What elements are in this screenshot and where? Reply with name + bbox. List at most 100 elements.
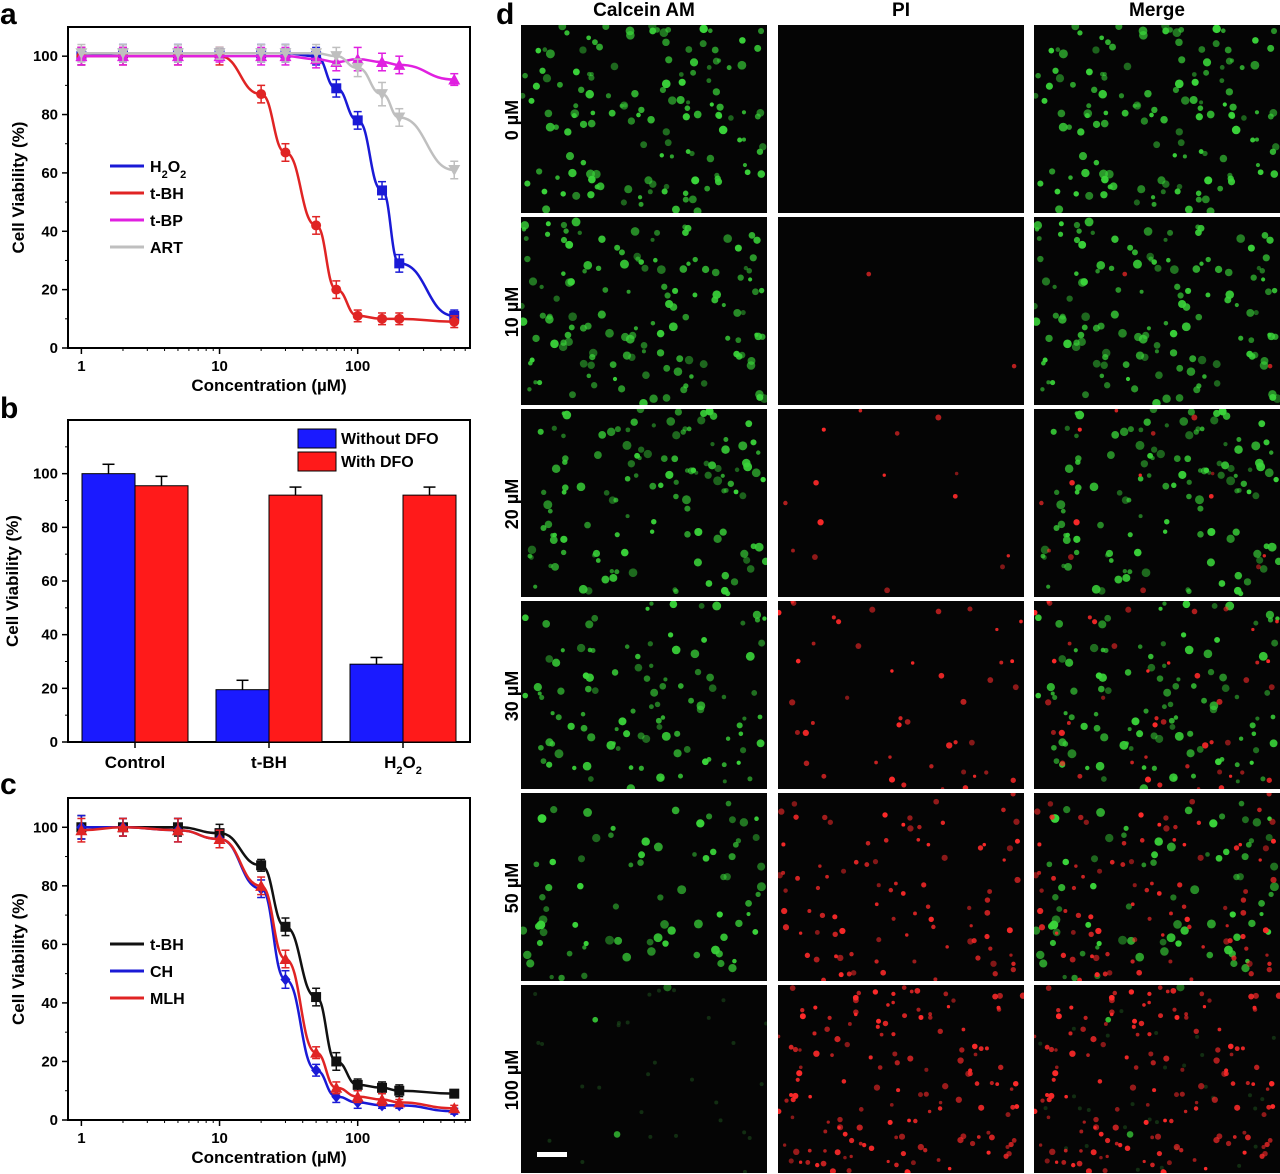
green-cell bbox=[1203, 649, 1213, 659]
green-cell bbox=[620, 199, 627, 206]
green-cell bbox=[564, 331, 572, 339]
green-cell bbox=[1082, 391, 1089, 399]
green-cell bbox=[1199, 261, 1204, 266]
red-cell bbox=[1233, 845, 1240, 851]
red-cell bbox=[1129, 1084, 1137, 1091]
green-cell bbox=[545, 315, 554, 324]
red-cell bbox=[790, 601, 797, 606]
green-cell bbox=[1090, 230, 1095, 236]
red-cell bbox=[973, 1052, 978, 1057]
red-cell bbox=[1179, 1148, 1184, 1153]
green-cell bbox=[1218, 409, 1227, 416]
red-cell bbox=[890, 669, 894, 673]
red-cell bbox=[798, 1065, 803, 1070]
red-cell bbox=[955, 1096, 962, 1103]
green-cell bbox=[1098, 620, 1107, 629]
green-cell bbox=[1097, 685, 1105, 693]
red-cell bbox=[923, 1091, 929, 1097]
green-cell bbox=[714, 464, 722, 473]
row-label-0uM: 0 µM bbox=[502, 99, 522, 141]
green-cell bbox=[668, 96, 677, 105]
green-cell bbox=[571, 112, 577, 119]
red-cell bbox=[969, 1140, 976, 1147]
green-cell bbox=[583, 940, 589, 947]
red-cell bbox=[1144, 887, 1150, 893]
red-cell bbox=[821, 977, 827, 981]
green-cell bbox=[1164, 423, 1169, 428]
green-cell bbox=[716, 58, 722, 63]
green-cell bbox=[1240, 480, 1248, 487]
green-cell bbox=[1135, 103, 1141, 108]
red-cell bbox=[1163, 825, 1170, 832]
green-cell bbox=[721, 694, 727, 700]
green-cell bbox=[634, 452, 641, 459]
green-cell bbox=[1178, 56, 1186, 64]
green-cell bbox=[535, 47, 542, 54]
green-cell bbox=[662, 128, 670, 136]
red-cell bbox=[830, 1053, 834, 1057]
green-cell bbox=[1263, 439, 1270, 446]
green-cell bbox=[1119, 427, 1129, 437]
green-cell bbox=[1222, 848, 1230, 856]
green-cell bbox=[1250, 274, 1257, 281]
green-cell bbox=[706, 813, 713, 820]
legend-label: Without DFO bbox=[341, 431, 439, 448]
red-cell bbox=[1169, 911, 1173, 916]
green-cell bbox=[750, 439, 757, 446]
green-cell bbox=[1169, 723, 1176, 730]
red-cell bbox=[824, 1026, 830, 1032]
green-cell bbox=[1254, 137, 1259, 142]
green-cell bbox=[628, 862, 634, 868]
green-cell bbox=[542, 205, 551, 213]
green-cell bbox=[1051, 744, 1057, 751]
green-cell bbox=[755, 390, 764, 399]
green-cell bbox=[1241, 115, 1247, 121]
row-label-50uM: 50 µM bbox=[502, 862, 522, 914]
red-cell bbox=[1098, 1131, 1104, 1137]
green-cell bbox=[1225, 88, 1234, 96]
red-cell bbox=[1038, 924, 1046, 931]
green-cell bbox=[1220, 28, 1226, 34]
green-cell bbox=[1055, 620, 1064, 628]
green-cell bbox=[1091, 86, 1098, 94]
green-cell bbox=[1050, 380, 1056, 386]
green-cell bbox=[1053, 524, 1060, 532]
green-cell bbox=[1131, 717, 1140, 726]
red-cell bbox=[1268, 1080, 1275, 1087]
red-cell bbox=[1157, 822, 1162, 827]
red-cell bbox=[986, 1130, 991, 1135]
green-cell bbox=[758, 287, 765, 294]
red-cell bbox=[803, 760, 810, 767]
green-cell bbox=[1101, 175, 1109, 184]
green-cell bbox=[750, 543, 757, 550]
green-cell bbox=[716, 911, 723, 918]
green-cell bbox=[1250, 137, 1256, 143]
green-cell bbox=[1037, 255, 1044, 263]
green-cell bbox=[1095, 945, 1100, 950]
green-cell bbox=[560, 236, 568, 244]
green-cell bbox=[1132, 103, 1137, 108]
green-cell bbox=[586, 71, 592, 77]
green-cell bbox=[1195, 426, 1201, 432]
green-cell bbox=[1126, 1131, 1134, 1138]
red-cell bbox=[813, 479, 819, 486]
red-cell bbox=[931, 924, 936, 930]
red-cell bbox=[1258, 858, 1262, 862]
red-cell bbox=[1005, 1112, 1011, 1118]
green-cell bbox=[1223, 441, 1228, 447]
green-cell bbox=[1107, 451, 1115, 459]
green-cell bbox=[1052, 284, 1057, 290]
red-cell bbox=[1124, 1055, 1129, 1060]
data-point bbox=[311, 992, 322, 1003]
panel-letter-b: b bbox=[0, 392, 19, 425]
green-cell bbox=[757, 28, 765, 35]
y-tick-label: 40 bbox=[41, 627, 58, 644]
green-cell bbox=[690, 69, 697, 76]
red-cell bbox=[813, 956, 820, 963]
red-cell bbox=[1136, 969, 1143, 976]
green-cell bbox=[1247, 467, 1253, 473]
green-cell bbox=[557, 81, 563, 88]
green-cell bbox=[567, 722, 575, 731]
green-cell bbox=[1125, 903, 1133, 910]
red-cell bbox=[924, 1067, 929, 1072]
